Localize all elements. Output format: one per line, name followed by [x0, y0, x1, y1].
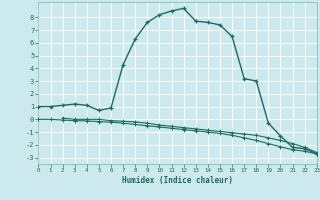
X-axis label: Humidex (Indice chaleur): Humidex (Indice chaleur) [122, 176, 233, 185]
